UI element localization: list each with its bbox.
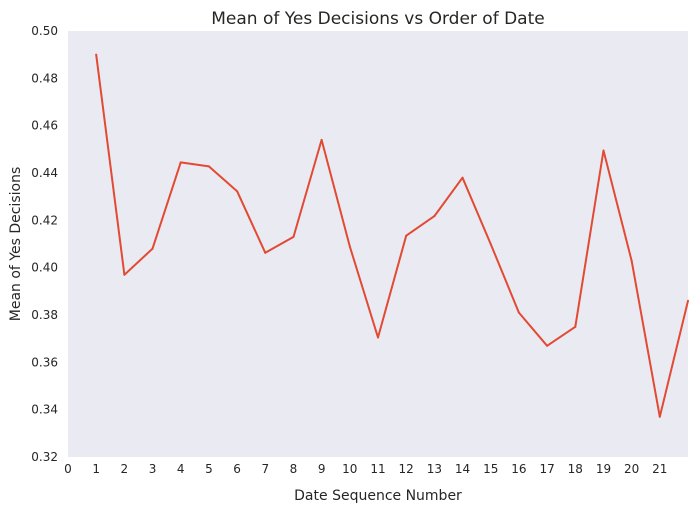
data-point: [461, 176, 464, 179]
x-tick-label: 2: [121, 462, 129, 476]
data-point: [292, 235, 295, 238]
x-tick-label: 4: [177, 462, 185, 476]
data-point: [348, 245, 351, 248]
x-tick-label: 10: [342, 462, 357, 476]
data-point: [123, 273, 126, 276]
y-tick-label: 0.32: [31, 450, 58, 464]
data-point: [546, 344, 549, 347]
x-tick-label: 12: [399, 462, 414, 476]
data-point: [207, 165, 210, 168]
y-tick-label: 0.48: [31, 71, 58, 85]
y-tick-label: 0.34: [31, 403, 58, 417]
series-line: [95, 54, 689, 418]
y-tick-label: 0.40: [31, 261, 58, 275]
x-tick-label: 20: [624, 462, 639, 476]
y-tick-labels: 0.32 0.34 0.36 0.38 0.40 0.42 0.44 0.46 0.48 0.50: [31, 24, 58, 464]
data-point: [602, 149, 605, 152]
data-point: [517, 311, 520, 314]
data-point: [405, 234, 408, 237]
x-tick-label: 17: [539, 462, 554, 476]
data-point: [687, 299, 689, 302]
x-tick-label: 9: [318, 462, 326, 476]
x-tick-label: 11: [370, 462, 385, 476]
x-tick-label: 18: [568, 462, 583, 476]
x-tick-label: 5: [205, 462, 213, 476]
data-point: [658, 415, 661, 418]
y-tick-label: 0.50: [31, 24, 58, 38]
x-tick-label: 19: [596, 462, 611, 476]
data-point: [377, 336, 379, 339]
x-tick-labels: 0 1 2 3 4 5 6 7 8 9 10 11 12 13 14 15 16 17 18 19 20 21: [64, 462, 667, 476]
chart-title: Mean of Yes Decisions vs Order of Date: [211, 9, 544, 29]
x-tick-label: 3: [149, 462, 157, 476]
x-tick-label: 15: [483, 462, 498, 476]
x-tick-label: 21: [652, 462, 667, 476]
series-layer: [95, 53, 689, 418]
data-point: [433, 215, 436, 218]
data-point: [236, 190, 239, 193]
x-tick-label: 14: [455, 462, 470, 476]
y-tick-label: 0.46: [31, 119, 58, 133]
x-tick-label: 13: [427, 462, 442, 476]
y-tick-label: 0.42: [31, 213, 58, 227]
data-point: [320, 138, 323, 141]
data-point: [264, 251, 267, 254]
plot-background: [68, 31, 688, 457]
y-tick-label: 0.44: [31, 166, 58, 180]
data-point: [489, 243, 492, 245]
y-tick-label: 0.38: [31, 308, 58, 322]
data-point: [95, 53, 98, 56]
data-point: [179, 161, 182, 164]
y-tick-label: 0.36: [31, 355, 58, 369]
x-tick-label: 16: [511, 462, 526, 476]
data-point: [630, 259, 633, 262]
x-tick-label: 6: [233, 462, 241, 476]
data-point: [151, 247, 154, 250]
data-point: [574, 325, 577, 328]
x-tick-label: 0: [64, 462, 72, 476]
x-axis-label: Date Sequence Number: [294, 488, 462, 504]
x-tick-label: 7: [261, 462, 269, 476]
x-tick-label: 1: [92, 462, 100, 476]
y-axis-label: Mean of Yes Decisions: [8, 167, 24, 322]
x-tick-label: 8: [290, 462, 298, 476]
